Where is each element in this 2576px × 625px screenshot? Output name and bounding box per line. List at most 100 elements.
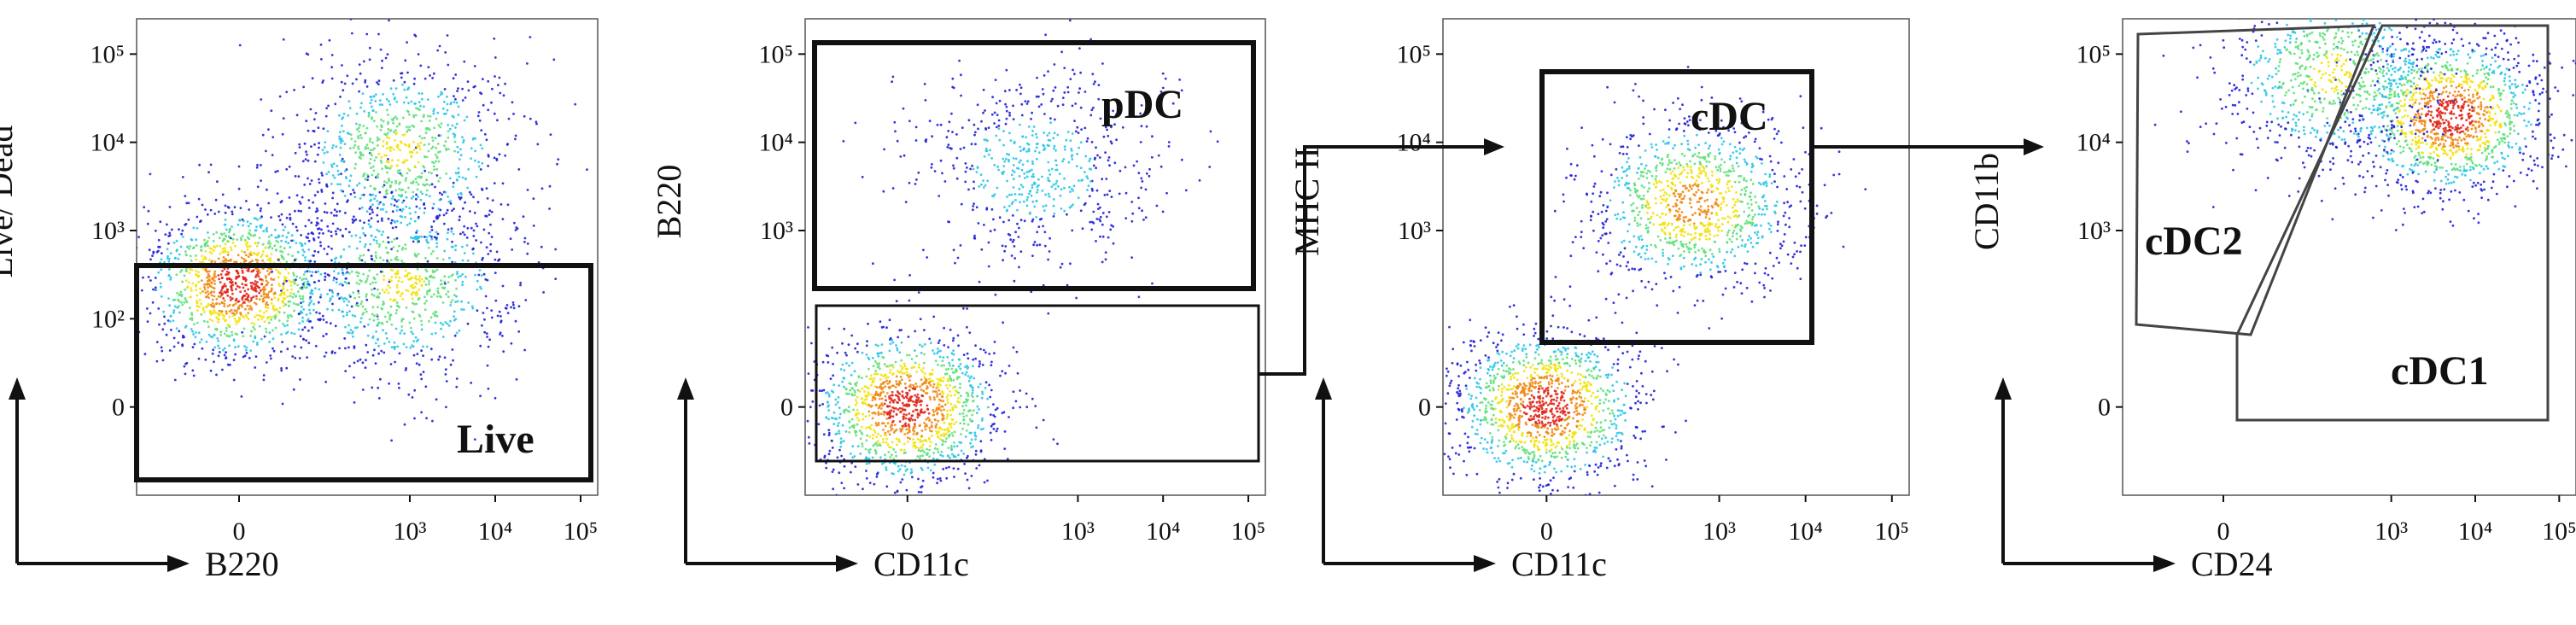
event-dot [215,231,219,234]
event-dot [897,438,901,441]
event-dot [325,107,328,110]
event-dot [262,293,266,296]
event-dot [955,133,958,136]
event-dot [1023,172,1026,175]
event-dot [952,336,955,340]
event-dot [260,98,263,101]
event-dot [383,196,386,199]
event-dot [990,364,993,367]
event-dot [254,233,256,237]
event-dot [916,438,920,441]
event-dot [424,256,427,260]
event-dot [313,194,317,197]
event-dot [436,143,440,145]
event-dot [445,380,448,383]
event-dot [409,326,412,330]
event-dot [201,254,203,258]
event-dot [928,395,932,399]
event-dot [968,377,972,380]
event-dot [405,177,407,180]
event-dot [297,312,301,315]
event-dot [922,366,926,370]
event-dot [817,423,821,426]
event-dot [269,260,272,263]
event-dot [851,387,854,390]
event-dot [1071,188,1073,190]
event-dot [444,140,447,143]
event-dot [189,244,192,248]
event-dot [856,381,858,384]
event-dot [301,278,304,282]
event-dot [1019,219,1023,222]
event-dot [494,75,496,78]
event-dot [341,124,343,127]
event-dot [962,422,966,425]
event-dot [351,82,354,85]
event-dot [203,288,207,291]
event-dot [265,302,267,306]
event-dot [1018,266,1020,269]
event-dot [1096,202,1100,206]
event-dot [898,420,902,423]
event-dot [861,425,863,429]
event-dot [1145,125,1148,128]
event-dot [889,369,892,371]
event-dot [385,160,388,163]
event-dot [885,441,888,444]
event-dot [1038,243,1042,247]
event-dot [195,331,197,334]
event-dot [864,415,867,418]
event-dot [1180,158,1183,161]
event-dot [440,93,442,96]
event-dot [901,478,904,481]
event-dot [322,79,324,82]
event-dot [908,412,911,415]
event-dot [510,342,513,345]
event-dot [377,295,380,298]
event-dot [317,227,319,231]
event-dot [369,137,372,141]
event-dot [978,185,981,188]
event-dot [1048,169,1050,172]
event-dot [246,304,249,307]
event-dot [931,421,933,424]
event-dot [1077,196,1080,200]
event-dot [401,133,405,137]
event-dot [308,301,312,305]
event-dot [925,379,928,383]
event-dot [309,260,313,262]
event-dot [262,230,266,233]
event-dot [331,191,335,195]
event-dot [304,259,307,262]
event-dot [222,297,225,300]
event-dot [1157,154,1160,157]
event-dot [435,214,439,218]
event-dot [208,311,212,314]
event-dot [248,307,251,311]
event-dot [936,377,939,381]
event-dot [906,405,908,408]
event-dot [318,146,320,149]
event-dot [380,233,383,237]
event-dot [265,330,268,334]
event-dot [287,253,290,256]
event-dot [1097,97,1101,101]
event-dot [938,438,942,441]
event-dot [532,225,535,227]
event-dot [320,219,324,222]
event-dot [1005,105,1008,108]
event-dot [891,80,893,84]
event-dot [205,269,208,272]
event-dot [936,482,938,485]
event-dot [255,244,259,248]
event-dot [198,163,202,166]
event-dot [237,300,241,303]
event-dot [383,274,385,277]
event-dot [224,204,227,207]
event-dot [454,126,457,129]
event-dot [228,325,231,328]
event-dot [254,280,257,283]
event-dot [358,155,361,159]
event-dot [269,271,272,274]
event-dot [350,305,353,308]
